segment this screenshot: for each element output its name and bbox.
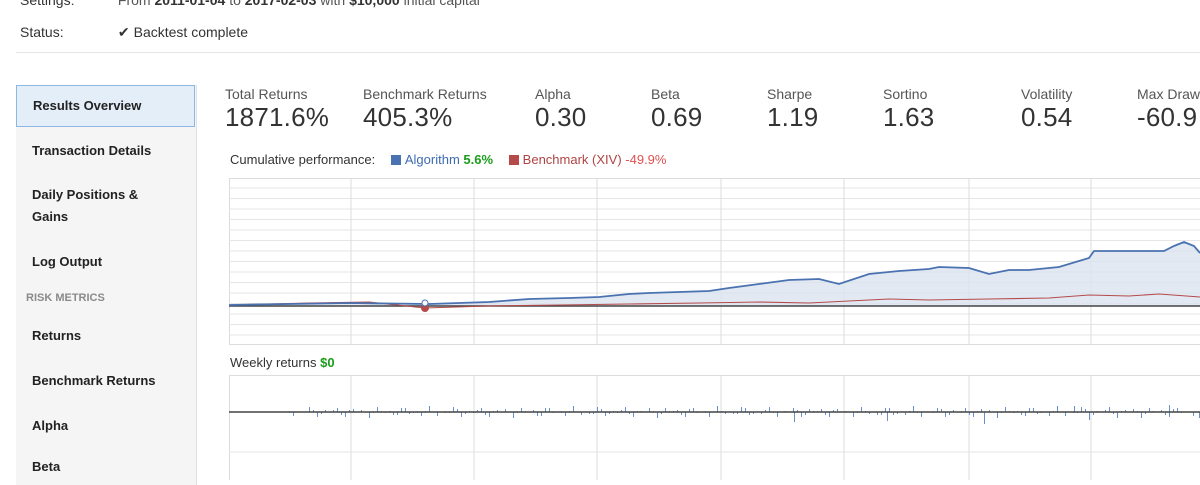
status-row: Status: ✔Backtest complete	[20, 24, 248, 41]
weekly-returns-header: Weekly returns $0	[230, 355, 335, 370]
metric-label: Sharpe	[767, 86, 818, 102]
metric-total-returns: Total Returns 1871.6%	[225, 86, 329, 133]
weekly-returns-chart[interactable]	[229, 375, 1200, 480]
weekly-bar	[657, 412, 658, 418]
settings-with-text: with	[320, 0, 345, 8]
metric-label: Beta	[651, 86, 702, 102]
metric-value: 0.69	[651, 102, 702, 133]
metric-value: 1.19	[767, 102, 818, 133]
metric-sortino: Sortino 1.63	[883, 86, 934, 133]
sidebar-item-transaction-details[interactable]: Transaction Details	[16, 143, 194, 158]
metric-label: Volatility	[1021, 86, 1072, 102]
metric-alpha: Alpha 0.30	[535, 86, 586, 133]
metric-beta: Beta 0.69	[651, 86, 702, 133]
weekly-bar	[1169, 405, 1170, 412]
metric-label: Benchmark Returns	[363, 86, 487, 102]
weekly-bar	[1141, 412, 1142, 418]
weekly-bar	[717, 406, 718, 412]
weekly-title: Weekly returns	[230, 355, 316, 370]
metric-label: Alpha	[535, 86, 586, 102]
metric-value: 0.30	[535, 102, 586, 133]
sidebar-item-returns[interactable]: Returns	[16, 328, 194, 343]
metric-value: 1871.6%	[225, 102, 329, 133]
algorithm-legend-value: 5.6%	[463, 152, 493, 167]
metric-benchmark-returns: Benchmark Returns 405.3%	[363, 86, 487, 133]
algorithm-marker[interactable]	[422, 300, 428, 306]
weekly-value: $0	[320, 355, 334, 370]
settings-capital-suffix: initial capital	[404, 0, 480, 8]
sidebar-item-alpha[interactable]: Alpha	[16, 418, 194, 433]
weekly-bar	[887, 412, 888, 421]
chart-frame	[230, 376, 1200, 481]
sidebar-item-log-output[interactable]: Log Output	[16, 254, 194, 269]
weekly-bar	[513, 412, 514, 418]
algorithm-legend-swatch	[391, 155, 401, 165]
weekly-bar	[1057, 406, 1058, 412]
benchmark-legend-value: -49.9%	[625, 152, 666, 167]
settings-start-date: 2011-01-04	[154, 0, 225, 8]
sidebar-item-daily-positions-line2[interactable]: Gains	[16, 209, 194, 224]
metric-label: Total Returns	[225, 86, 329, 102]
weekly-bar	[1117, 412, 1118, 418]
cumulative-performance-header: Cumulative performance: Algorithm 5.6% B…	[230, 152, 666, 167]
sidebar-item-results-overview[interactable]: Results Overview	[16, 85, 195, 127]
metric-value: 405.3%	[363, 102, 487, 133]
algorithm-legend-label[interactable]: Algorithm	[405, 152, 460, 167]
sidebar-section-risk-metrics: RISK METRICS	[26, 292, 105, 304]
sidebar: Results Overview Transaction Details Dai…	[16, 85, 197, 485]
header-divider	[16, 52, 1200, 53]
settings-label: Settings:	[20, 0, 114, 8]
weekly-bar	[429, 406, 430, 412]
benchmark-legend-swatch	[509, 155, 519, 165]
weekly-bar	[369, 412, 370, 418]
metric-label: Sortino	[883, 86, 934, 102]
settings-capital: $10,000	[349, 0, 400, 8]
benchmark-legend-label[interactable]: Benchmark (XIV)	[523, 152, 622, 167]
sidebar-item-benchmark-returns[interactable]: Benchmark Returns	[16, 373, 194, 388]
cumulative-title: Cumulative performance:	[230, 152, 375, 167]
settings-from-text: From	[118, 0, 151, 8]
metric-value: 1.63	[883, 102, 934, 133]
status-label: Status:	[20, 24, 114, 40]
settings-end-date: 2017-02-03	[245, 0, 317, 8]
settings-row: Settings: From 2011-01-04 to 2017-02-03 …	[20, 0, 480, 8]
sidebar-item-beta[interactable]: Beta	[16, 459, 194, 474]
metric-value: -60.9	[1137, 102, 1200, 133]
weekly-bar	[1089, 412, 1090, 420]
metric-label: Max Draw	[1137, 86, 1200, 102]
metric-max-drawdown: Max Draw -60.9	[1137, 86, 1200, 133]
metric-sharpe: Sharpe 1.19	[767, 86, 818, 133]
status-value: Backtest complete	[134, 24, 248, 40]
settings-to-text: to	[229, 0, 241, 8]
weekly-bar	[997, 412, 998, 418]
weekly-bar	[794, 412, 795, 422]
metric-value: 0.54	[1021, 102, 1072, 133]
sidebar-item-daily-positions[interactable]: Daily Positions &	[16, 187, 194, 202]
weekly-bar	[913, 406, 914, 412]
cumulative-performance-chart[interactable]	[229, 178, 1200, 345]
check-icon: ✔	[118, 24, 130, 41]
weekly-bar	[573, 406, 574, 412]
weekly-bar	[1074, 406, 1075, 412]
metric-volatility: Volatility 0.54	[1021, 86, 1072, 133]
weekly-bar	[984, 412, 985, 424]
